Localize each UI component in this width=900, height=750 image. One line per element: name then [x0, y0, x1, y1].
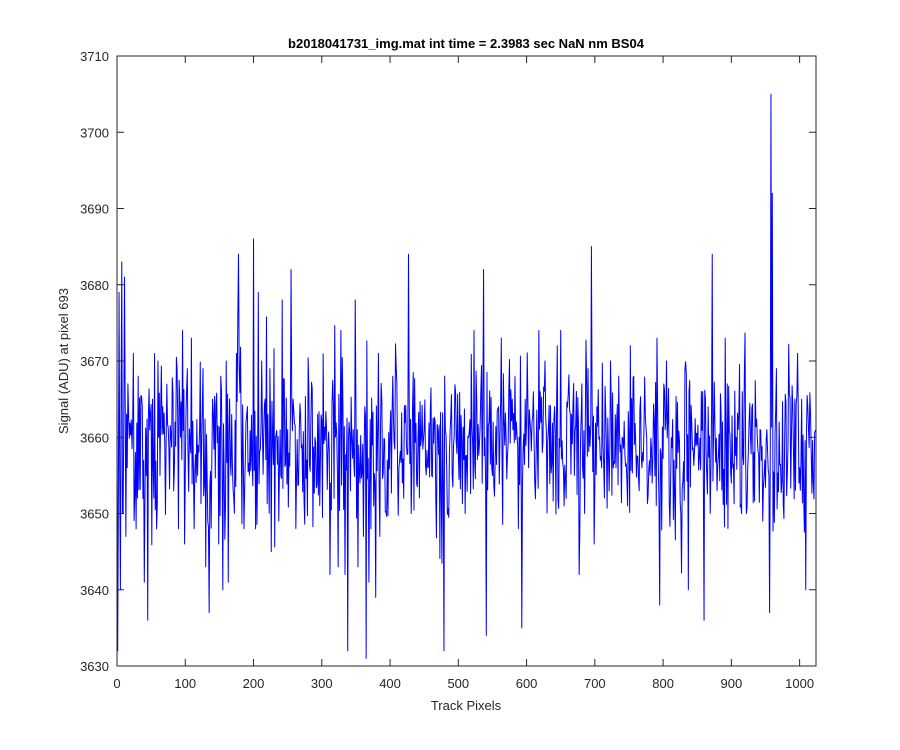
x-tick-label-500: 500	[447, 676, 469, 691]
y-tick-label-3690: 3690	[80, 202, 109, 217]
x-tick-label-200: 200	[243, 676, 265, 691]
ticks-layer: 0 100 200 300 400 500 600 700 800 900 1000 3630 3640…	[80, 49, 816, 691]
x-tick-label-0: 0	[113, 676, 120, 691]
x-tick-label-600: 600	[516, 676, 538, 691]
x-tick-label-400: 400	[379, 676, 401, 691]
x-tick-label-800: 800	[652, 676, 674, 691]
series-line-0	[116, 93, 817, 659]
y-tick-label-3650: 3650	[80, 507, 109, 522]
x-tick-label-1000: 1000	[785, 676, 814, 691]
y-tick-label-3710: 3710	[80, 49, 109, 64]
y-tick-label-3700: 3700	[80, 125, 109, 140]
y-tick-label-3640: 3640	[80, 583, 109, 598]
y-tick-label-3670: 3670	[80, 354, 109, 369]
x-tick-label-100: 100	[174, 676, 196, 691]
x-axis-label: Track Pixels	[431, 698, 502, 713]
x-tick-label-700: 700	[584, 676, 606, 691]
y-tick-label-3660: 3660	[80, 430, 109, 445]
x-tick-label-900: 900	[721, 676, 743, 691]
series-layer	[116, 93, 817, 659]
y-tick-label-3630: 3630	[80, 659, 109, 674]
axes-box	[116, 55, 817, 667]
plot-area	[117, 56, 816, 666]
x-tick-label-300: 300	[311, 676, 333, 691]
chart-title: b2018041731_img.mat int time = 2.3983 se…	[288, 36, 645, 51]
y-axis-label: Signal (ADU) at pixel 693	[56, 288, 71, 434]
y-tick-label-3680: 3680	[80, 278, 109, 293]
